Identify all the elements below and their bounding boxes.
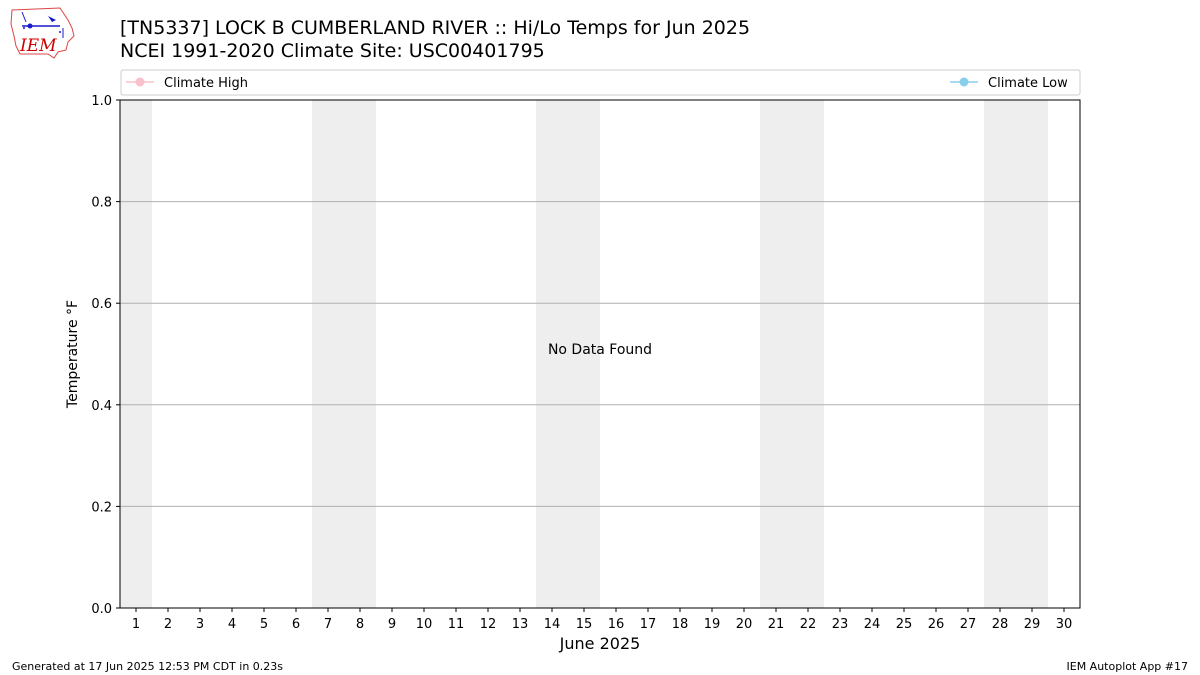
y-axis-label: Temperature °F	[65, 300, 81, 409]
x-tick-label: 13	[512, 617, 529, 632]
weekend-band	[984, 100, 1048, 608]
y-tick-label: 0.4	[91, 399, 112, 414]
generated-timestamp: Generated at 17 Jun 2025 12:53 PM CDT in…	[12, 660, 284, 673]
x-tick-label: 3	[196, 617, 204, 632]
x-tick-label: 28	[992, 617, 1009, 632]
x-tick-label: 16	[608, 617, 625, 632]
legend-marker-low	[959, 77, 969, 87]
weekend-shading	[120, 100, 1048, 608]
x-tick-label: 19	[704, 617, 721, 632]
y-gridlines	[120, 201, 1080, 507]
chart-subtitle: NCEI 1991-2020 Climate Site: USC00401795	[120, 40, 545, 62]
x-tick-label: 2	[164, 617, 172, 632]
x-tick-label: 24	[864, 617, 881, 632]
legend-box	[120, 69, 1081, 96]
x-axis-label: June 2025	[559, 634, 641, 653]
x-tick-label: 12	[480, 617, 497, 632]
no-data-annotation: No Data Found	[548, 342, 652, 358]
legend: Climate High Climate Low	[120, 69, 1081, 96]
x-axis: 1 2 3 4 5 6 7 8 9 10 11 12 13 14 15 16 17 18 19 20 21 22 23 24 2…	[132, 608, 1072, 632]
y-axis: 0.0 0.2 0.4 0.6 0.8 1.0	[91, 94, 120, 617]
plot-area	[119, 99, 1081, 609]
chart-title: [TN5337] LOCK B CUMBERLAND RIVER :: Hi/L…	[120, 17, 751, 39]
legend-label-low: Climate Low	[988, 76, 1068, 91]
x-tick-label: 22	[800, 617, 817, 632]
weekend-band	[760, 100, 824, 608]
x-tick-label: 1	[132, 617, 140, 632]
y-tick-label: 0.0	[91, 602, 112, 617]
x-tick-label: 6	[292, 617, 300, 632]
x-tick-label: 17	[640, 617, 657, 632]
x-tick-label: 27	[960, 617, 977, 632]
iem-logo: IEM	[10, 7, 75, 59]
x-tick-label: 20	[736, 617, 753, 632]
y-tick-label: 0.8	[91, 196, 112, 211]
x-tick-label: 23	[832, 617, 849, 632]
y-tick-label: 0.6	[91, 297, 112, 312]
y-tick-label: 1.0	[91, 94, 112, 109]
x-tick-label: 18	[672, 617, 689, 632]
weekend-band	[120, 100, 152, 608]
legend-label-high: Climate High	[164, 76, 248, 91]
x-tick-label: 7	[324, 617, 332, 632]
x-tick-label: 15	[576, 617, 593, 632]
x-tick-label: 21	[768, 617, 785, 632]
x-tick-label: 25	[896, 617, 913, 632]
x-tick-label: 29	[1024, 617, 1041, 632]
weekend-band	[536, 100, 600, 608]
x-tick-label: 10	[416, 617, 433, 632]
legend-marker-high	[135, 77, 145, 87]
app-id: IEM Autoplot App #17	[1066, 660, 1189, 673]
x-tick-label: 14	[544, 617, 561, 632]
x-tick-label: 26	[928, 617, 945, 632]
x-tick-label: 5	[260, 617, 268, 632]
x-tick-label: 11	[448, 617, 465, 632]
x-tick-label: 30	[1056, 617, 1073, 632]
x-tick-label: 8	[356, 617, 364, 632]
weekend-band	[312, 100, 376, 608]
x-tick-label: 4	[228, 617, 236, 632]
x-tick-label: 9	[388, 617, 396, 632]
y-tick-label: 0.2	[91, 500, 112, 515]
logo-text: IEM	[19, 36, 57, 56]
